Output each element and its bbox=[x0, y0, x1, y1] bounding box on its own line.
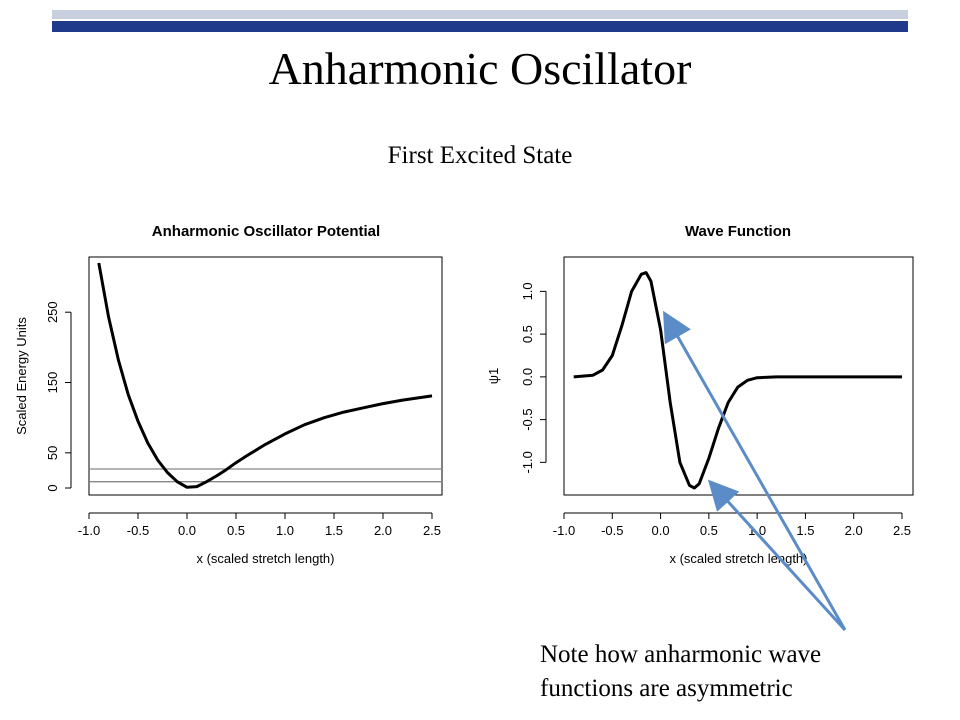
x-tick-label: -0.5 bbox=[601, 523, 623, 538]
y-tick-label: 1.0 bbox=[520, 282, 535, 300]
y-axis-label: ψ1 bbox=[486, 368, 501, 385]
annotation-note: Note how anharmonic wave functions are a… bbox=[540, 638, 940, 706]
x-tick-label: 0.5 bbox=[227, 523, 245, 538]
y-tick-label: 0.5 bbox=[520, 325, 535, 343]
y-axis-label: Scaled Energy Units bbox=[14, 317, 29, 435]
note-line-1: Note how anharmonic wave bbox=[540, 641, 822, 668]
chart-title: Wave Function bbox=[685, 223, 791, 240]
x-tick-label: 2.0 bbox=[845, 523, 863, 538]
x-tick-label: 1.5 bbox=[796, 523, 814, 538]
x-tick-label: 0.0 bbox=[652, 523, 670, 538]
x-tick-label: -0.5 bbox=[127, 523, 149, 538]
x-tick-label: 0.5 bbox=[700, 523, 718, 538]
y-tick-label: 0 bbox=[45, 484, 60, 491]
x-tick-label: 2.5 bbox=[893, 523, 911, 538]
x-tick-label: 0.0 bbox=[178, 523, 196, 538]
slide-header-bar bbox=[52, 10, 908, 32]
plot-frame bbox=[88, 256, 443, 496]
x-tick-label: 1.0 bbox=[276, 523, 294, 538]
x-axis-label: x (scaled stretch length) bbox=[196, 551, 334, 566]
x-tick-label: -1.0 bbox=[78, 523, 100, 538]
x-axis-label: x (scaled stretch length) bbox=[669, 551, 807, 566]
y-tick-label: 150 bbox=[45, 372, 60, 394]
header-bar-dark-stripe bbox=[52, 21, 908, 32]
page-subtitle: First Excited State bbox=[387, 142, 573, 169]
y-tick-label: 50 bbox=[45, 446, 60, 460]
x-tick-label: 1.5 bbox=[325, 523, 343, 538]
x-tick-label: 2.0 bbox=[374, 523, 392, 538]
note-line-2: functions are asymmetric bbox=[540, 675, 793, 702]
y-tick-label: -0.5 bbox=[520, 408, 535, 430]
y-tick-label: 250 bbox=[45, 301, 60, 323]
y-tick-label: 0.0 bbox=[520, 368, 535, 386]
series-line bbox=[573, 271, 902, 490]
page-title: Anharmonic Oscillator bbox=[268, 43, 692, 94]
y-tick-label: -1.0 bbox=[520, 451, 535, 473]
x-tick-label: 1.0 bbox=[748, 523, 766, 538]
chart-title: Anharmonic Oscillator Potential bbox=[152, 223, 380, 240]
x-tick-label: 2.5 bbox=[423, 523, 441, 538]
x-tick-label: -1.0 bbox=[553, 523, 575, 538]
